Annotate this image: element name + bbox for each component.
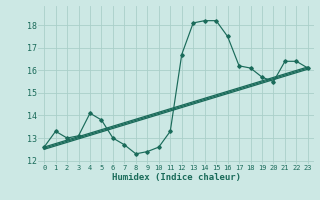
X-axis label: Humidex (Indice chaleur): Humidex (Indice chaleur) (111, 173, 241, 182)
